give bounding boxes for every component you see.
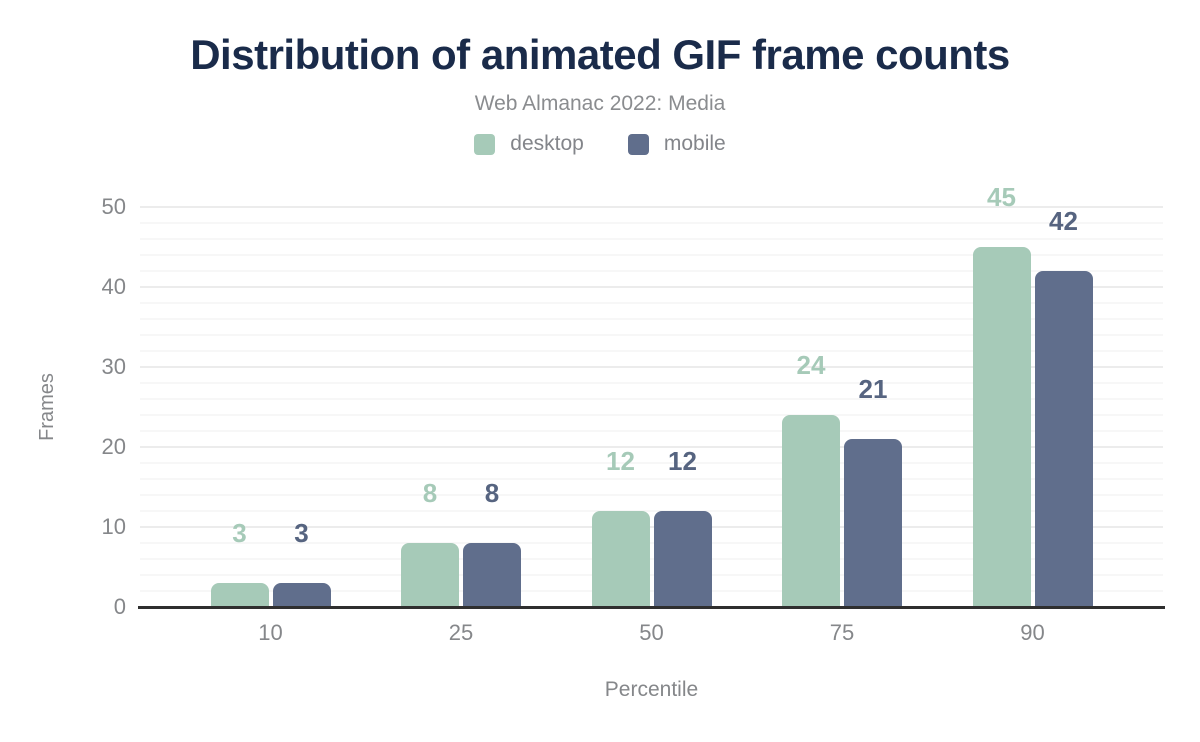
gridline-26	[140, 398, 1163, 400]
bar-group-10: 3 3 10	[210, 518, 331, 645]
gridline-42	[140, 270, 1163, 272]
bar-value-label-mobile-p90: 42	[1049, 206, 1078, 236]
gridline-6	[140, 558, 1163, 560]
gridline-38	[140, 302, 1163, 304]
y-axis-title: Frames	[36, 373, 58, 441]
bar-group-25: 8 8 25	[401, 480, 521, 645]
y-tick-30: 30	[101, 354, 126, 379]
gridline-50	[140, 206, 1163, 208]
bar-value-label-mobile-p50: 12	[668, 446, 697, 476]
bar-value-label-desktop-p25: 8	[422, 478, 438, 508]
bar-mobile-p10[interactable]	[272, 583, 331, 607]
bar-mobile-p25[interactable]	[463, 543, 521, 607]
gridline-44	[140, 254, 1163, 256]
gridline-4	[140, 574, 1163, 576]
bar-mobile-p90[interactable]	[1034, 271, 1093, 607]
y-tick-20: 20	[101, 434, 126, 459]
bar-cell-desktop-p50: 12	[591, 446, 650, 607]
gridline-2	[140, 590, 1163, 592]
chart-title: Distribution of animated GIF frame count…	[190, 31, 1010, 78]
bar-cell-desktop-p90: 45	[972, 182, 1031, 607]
y-tick-0: 0	[113, 594, 126, 619]
bar-mobile-p50[interactable]	[653, 511, 712, 607]
gridline-24	[140, 414, 1163, 416]
gridline-28	[140, 382, 1163, 384]
mobile-color-swatch	[627, 133, 649, 155]
y-tick-50: 50	[101, 194, 126, 219]
gridline-32	[140, 350, 1163, 352]
bar-cell-mobile-p75: 21	[844, 376, 902, 607]
bar-cell-desktop-p75: 24	[782, 352, 840, 607]
x-axis-line	[138, 606, 1165, 609]
bar-cell-mobile-p50: 12	[653, 446, 712, 607]
bar-desktop-p50[interactable]	[591, 511, 650, 607]
gridline-14	[140, 494, 1163, 496]
legend-item-desktop[interactable]: desktop	[474, 132, 584, 156]
gridline-16	[140, 478, 1163, 480]
y-tick-10: 10	[101, 514, 126, 539]
x-tick-75: 75	[829, 620, 855, 645]
x-tick-25: 25	[448, 620, 474, 645]
bar-desktop-p25[interactable]	[401, 543, 459, 607]
legend-label-desktop: desktop	[510, 132, 584, 155]
bar-value-label-desktop-p90: 45	[987, 182, 1016, 212]
bar-value-label-desktop-p50: 12	[606, 446, 635, 476]
legend-label-mobile: mobile	[663, 132, 726, 155]
bar-cell-mobile-p90: 42	[1034, 206, 1093, 607]
bar-group-90: 45 42 90	[972, 182, 1093, 645]
desktop-color-swatch	[474, 133, 496, 155]
gridline-46	[140, 238, 1163, 240]
gridline-36	[140, 318, 1163, 320]
gridline-8	[140, 542, 1163, 544]
bar-value-label-desktop-p10: 3	[232, 518, 247, 548]
gridline-40	[140, 286, 1163, 288]
gridline-12	[140, 510, 1163, 512]
x-tick-10: 10	[258, 620, 283, 645]
gridline-10	[140, 526, 1163, 528]
chart-subtitle: Web Almanac 2022: Media	[474, 92, 726, 115]
bar-desktop-p10[interactable]	[210, 583, 269, 607]
y-tick-40: 40	[101, 274, 126, 299]
bar-groups: 3 3 10 8 8 25 12 12 50 24 21 75 45 42 90	[140, 184, 1163, 645]
bar-value-label-desktop-p75: 24	[796, 350, 826, 380]
legend: desktop mobile	[0, 132, 1200, 156]
bar-value-label-mobile-p10: 3	[294, 518, 309, 548]
bar-cell-mobile-p25: 8	[463, 480, 521, 607]
bar-desktop-p75[interactable]	[782, 415, 840, 607]
x-tick-90: 90	[1020, 620, 1045, 645]
gridline-48	[140, 222, 1163, 224]
bar-mobile-p75[interactable]	[844, 439, 902, 607]
bar-cell-desktop-p10: 3	[210, 518, 269, 607]
bar-cell-mobile-p10: 3	[272, 518, 331, 607]
gridline-20	[140, 446, 1163, 448]
bar-cell-desktop-p25: 8	[401, 480, 459, 607]
gridline-30	[140, 366, 1163, 368]
gridline-18	[140, 462, 1163, 464]
plot-area: 0 10 20 30 40 50 3 3 10 8 8 25 12 12 50 24 21 75 45 42 90	[102, 184, 1165, 645]
bar-value-label-mobile-p75: 21	[858, 374, 888, 404]
gridline-22	[140, 430, 1163, 432]
bar-group-75: 24 21 75	[782, 352, 902, 645]
gridline-34	[140, 334, 1163, 336]
legend-item-mobile[interactable]: mobile	[627, 132, 726, 156]
bar-desktop-p90[interactable]	[972, 247, 1031, 607]
bar-value-label-mobile-p25: 8	[484, 478, 500, 508]
bar-group-50: 12 12 50	[591, 446, 712, 645]
x-axis-title: Percentile	[604, 678, 699, 701]
x-tick-50: 50	[639, 620, 664, 645]
